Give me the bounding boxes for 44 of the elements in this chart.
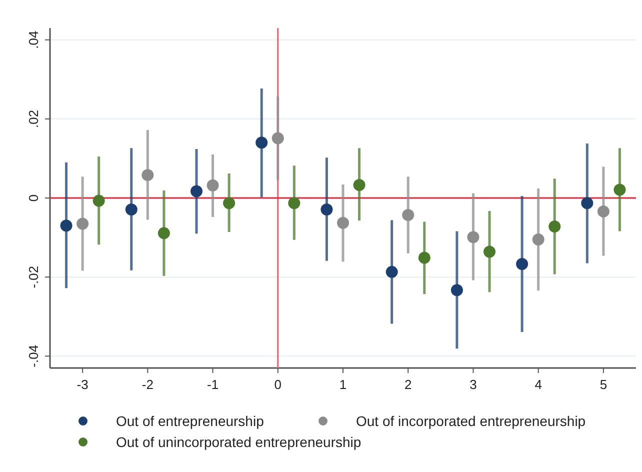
x-tick-label: 2 — [404, 377, 412, 392]
point — [597, 205, 610, 218]
point — [418, 252, 430, 264]
point — [60, 220, 72, 232]
point — [92, 194, 105, 207]
point — [125, 203, 138, 216]
point — [532, 234, 544, 246]
point — [288, 197, 300, 210]
x-tick-label: 4 — [534, 377, 542, 392]
x-tick-label: 3 — [470, 377, 477, 392]
x-tick-label: -1 — [206, 377, 219, 392]
x-tick-label: 5 — [600, 377, 608, 392]
legend-label: Out of entrepreneurship — [116, 413, 264, 429]
point — [353, 178, 366, 191]
point — [256, 136, 268, 149]
point — [142, 169, 154, 182]
point — [467, 231, 480, 244]
legend-label: Out of incorporated entrepreneurship — [356, 413, 586, 429]
point — [223, 197, 236, 210]
y-tick-label: -.02 — [26, 266, 41, 288]
x-tick-label: -3 — [76, 377, 88, 392]
point — [484, 246, 496, 258]
point — [450, 284, 463, 296]
y-tick-label: -.04 — [26, 344, 41, 368]
point — [548, 220, 561, 232]
x-tick-label: -2 — [142, 377, 154, 392]
y-tick-label: .02 — [26, 110, 41, 128]
point — [320, 203, 333, 216]
point — [272, 132, 284, 144]
point — [76, 218, 89, 230]
point — [158, 227, 170, 240]
point — [386, 266, 398, 278]
point — [337, 216, 349, 229]
legend-label: Out of unincorporated entrepreneurship — [116, 434, 362, 450]
x-tick-label: 0 — [274, 377, 282, 392]
y-tick-label: .04 — [26, 30, 41, 49]
point — [190, 185, 202, 198]
y-tick-label: 0 — [26, 194, 41, 202]
point — [516, 258, 528, 270]
point — [206, 179, 219, 192]
point — [614, 184, 626, 196]
x-tick-label: 1 — [339, 377, 347, 392]
point — [402, 209, 414, 221]
point — [581, 197, 594, 210]
